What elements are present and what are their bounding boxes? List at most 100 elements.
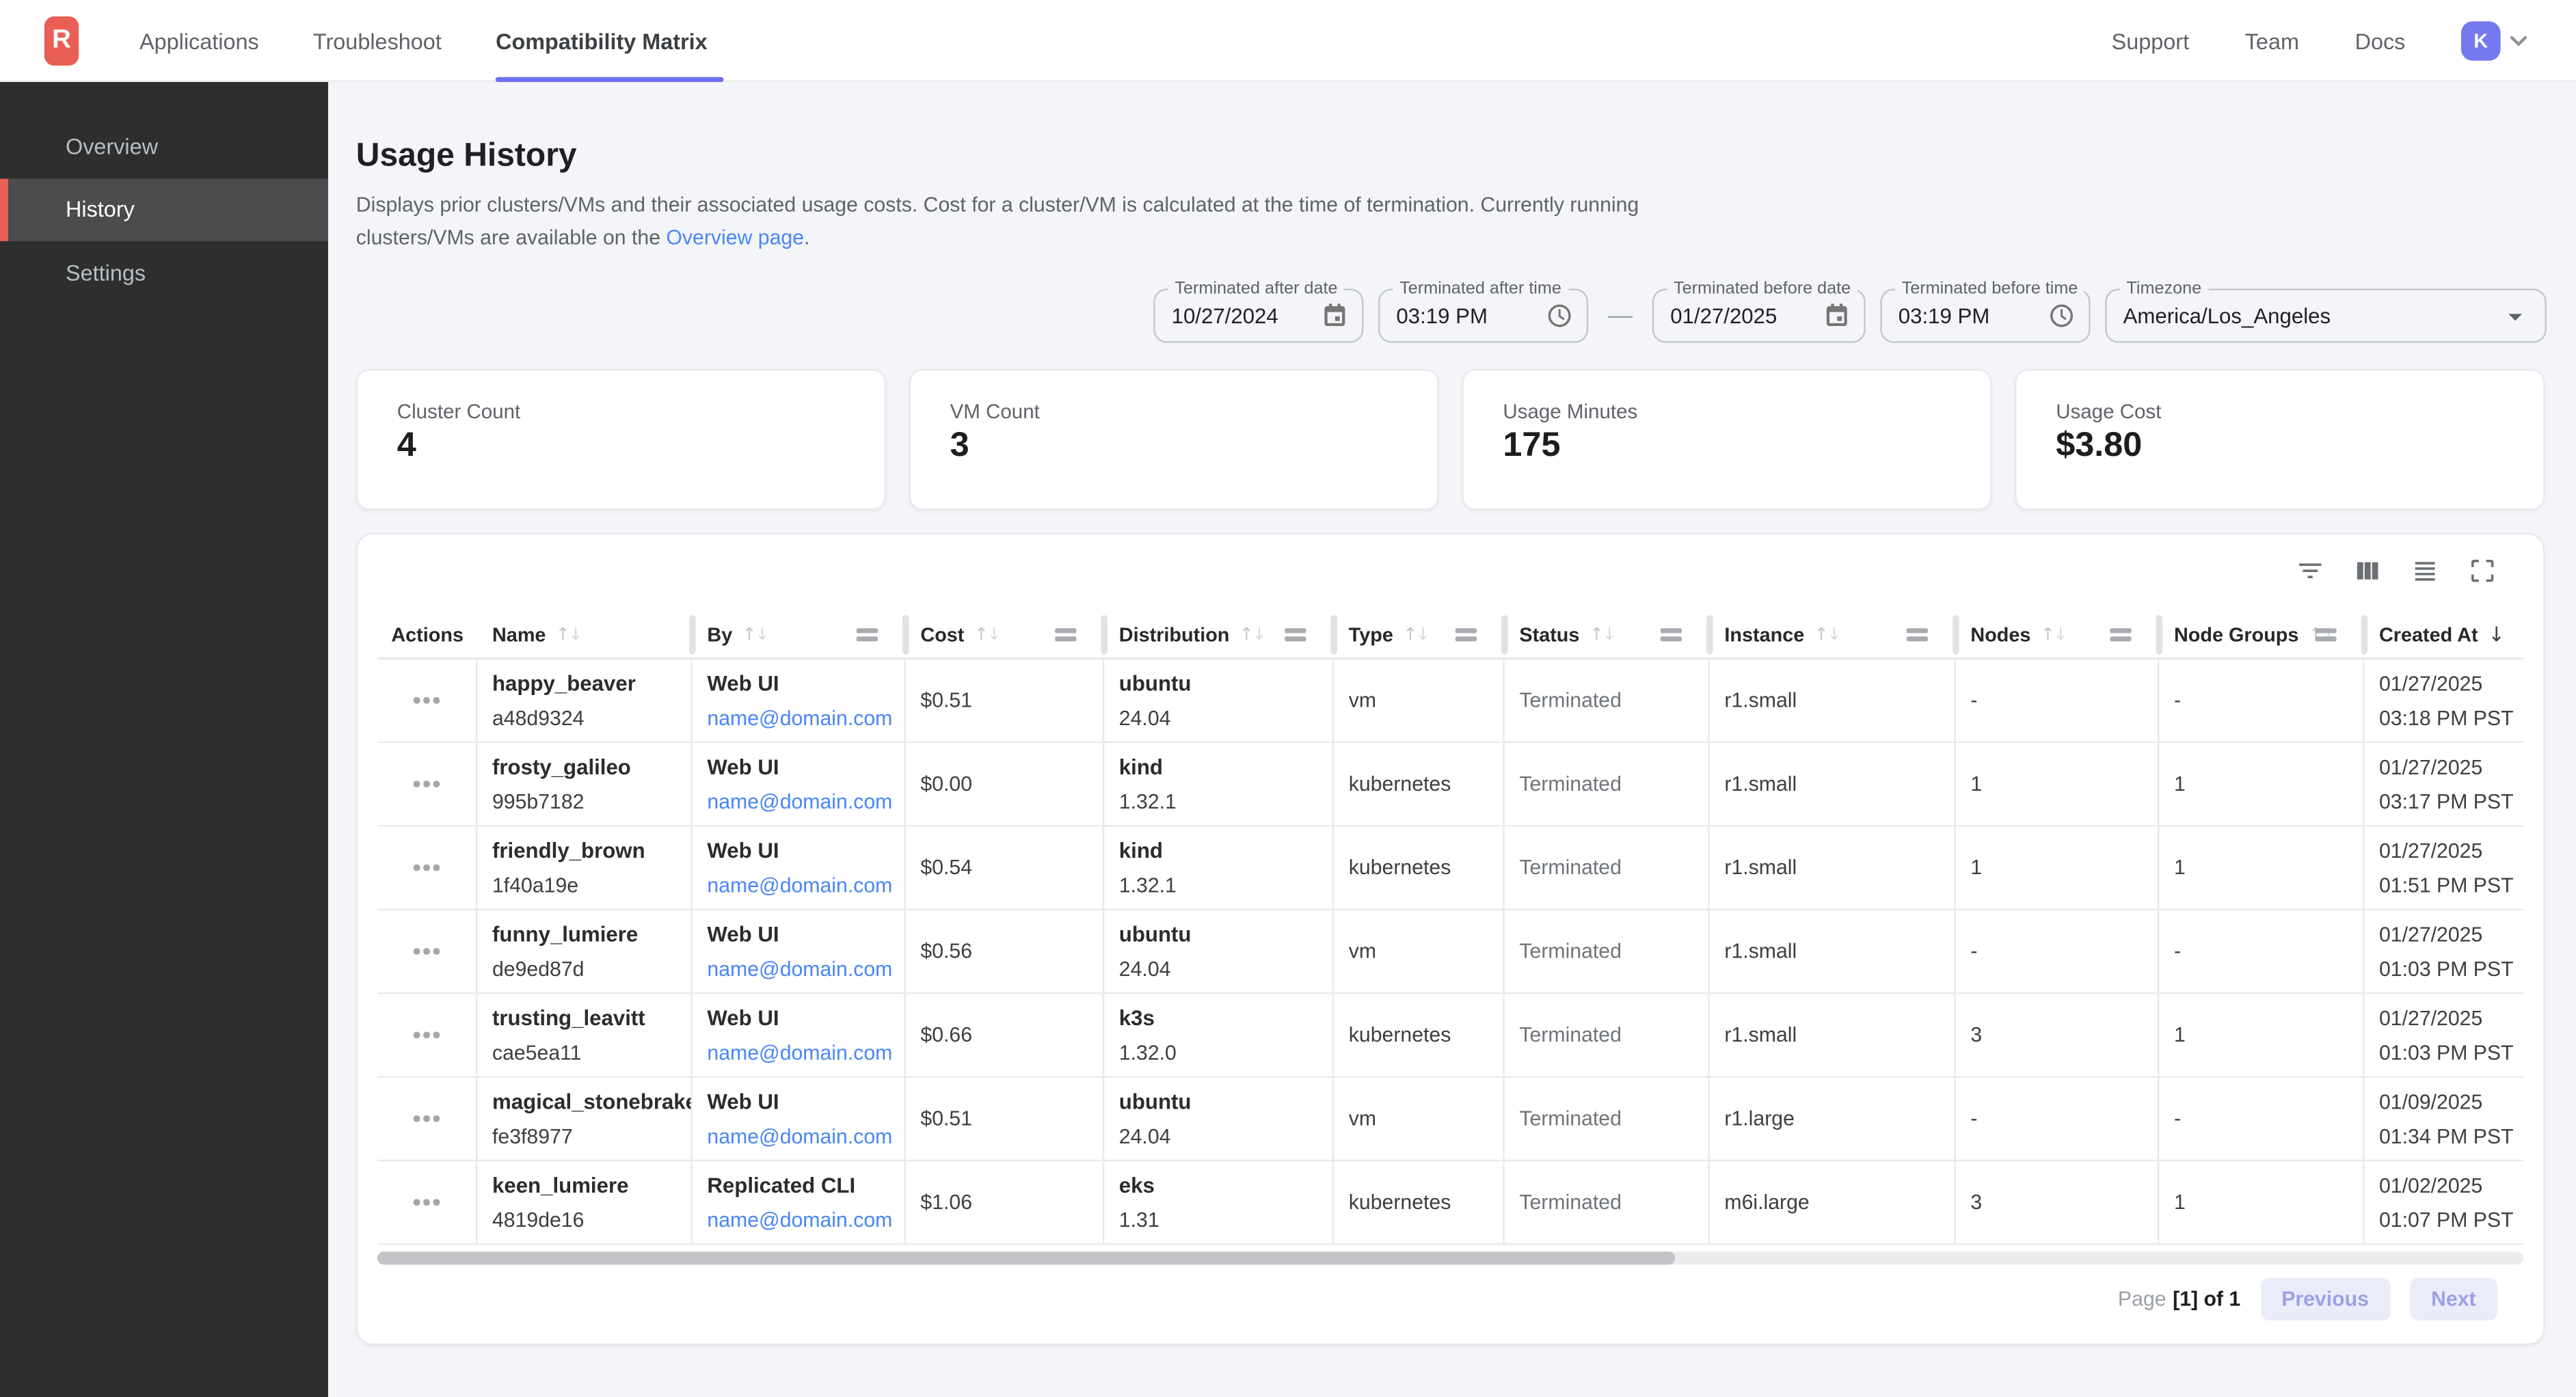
sidebar-item-overview[interactable]: Overview bbox=[0, 115, 328, 178]
clock-icon bbox=[1546, 302, 1574, 330]
fullscreen-icon bbox=[2468, 556, 2497, 586]
toolbar-filter-icon-button[interactable] bbox=[2296, 556, 2325, 586]
column-header-type[interactable]: Type↑↓ bbox=[1334, 610, 1505, 658]
filter-field-terminated-after-date[interactable]: Terminated after date10/27/2024 bbox=[1153, 288, 1363, 342]
cell-node_groups: 1 bbox=[2159, 827, 2364, 909]
creator-email-link[interactable]: name@domain.com bbox=[707, 1124, 892, 1148]
next-page-button[interactable]: Next bbox=[2410, 1278, 2497, 1320]
table-row: keen_lumiere4819de16Replicated CLIname@d… bbox=[377, 1161, 2523, 1245]
tab-compatibility-matrix[interactable]: Compatibility Matrix bbox=[496, 0, 708, 82]
filter-field-terminated-before-time[interactable]: Terminated before time03:19 PM bbox=[1880, 288, 2090, 342]
clock-icon bbox=[2048, 302, 2076, 330]
nav-link-support[interactable]: Support bbox=[2112, 29, 2190, 53]
cell-distribution: eks1.31 bbox=[1104, 1161, 1334, 1243]
cell-status: Terminated bbox=[1505, 910, 1710, 992]
sidebar-item-settings[interactable]: Settings bbox=[0, 241, 328, 304]
column-menu-icon[interactable] bbox=[2110, 628, 2131, 641]
cell-text: Terminated bbox=[1519, 688, 1708, 713]
column-label: By bbox=[707, 623, 732, 646]
cell-created_at: 01/02/202501:07 PM PST bbox=[2364, 1161, 2523, 1243]
cell-text: name@domain.com bbox=[707, 957, 904, 981]
overview-page-link[interactable]: Overview page bbox=[666, 226, 804, 249]
column-header-name[interactable]: Name↑↓ bbox=[477, 610, 692, 658]
cell-text: Web UI bbox=[707, 837, 904, 862]
toolbar-fullscreen-icon-button[interactable] bbox=[2468, 556, 2497, 586]
row-actions-button[interactable] bbox=[407, 1109, 446, 1128]
column-label: Name bbox=[492, 623, 546, 646]
tab-applications[interactable]: Applications bbox=[139, 0, 259, 82]
column-header-distribution[interactable]: Distribution↑↓ bbox=[1104, 610, 1334, 658]
creator-email-link[interactable]: name@domain.com bbox=[707, 790, 892, 813]
cell-distribution: ubuntu24.04 bbox=[1104, 910, 1334, 992]
cell-text: 01:34 PM PST bbox=[2379, 1123, 2523, 1149]
column-menu-icon[interactable] bbox=[857, 628, 878, 641]
replicated-logo-icon[interactable]: R bbox=[44, 16, 79, 66]
chevron-down-icon bbox=[2504, 26, 2533, 55]
cell-instance: r1.small bbox=[1710, 827, 1956, 909]
column-header-cost[interactable]: Cost↑↓ bbox=[906, 610, 1104, 658]
previous-page-button[interactable]: Previous bbox=[2260, 1278, 2390, 1320]
cell-cost: $1.06 bbox=[906, 1161, 1104, 1243]
toolbar-density-icon-button[interactable] bbox=[2411, 556, 2440, 586]
creator-email-link[interactable]: name@domain.com bbox=[707, 957, 892, 980]
column-header-created_at[interactable]: Created At↓ bbox=[2364, 610, 2523, 658]
column-menu-icon[interactable] bbox=[1285, 628, 1306, 641]
cell-node_groups: - bbox=[2159, 660, 2364, 742]
cell-text: Terminated bbox=[1519, 1022, 1708, 1047]
tab-troubleshoot[interactable]: Troubleshoot bbox=[313, 0, 442, 82]
cell-text: de9ed87d bbox=[492, 957, 690, 981]
creator-email-link[interactable]: name@domain.com bbox=[707, 1208, 892, 1232]
cell-node_groups: 1 bbox=[2159, 743, 2364, 825]
row-actions-button[interactable] bbox=[407, 942, 446, 961]
account-menu[interactable]: K bbox=[2461, 21, 2534, 61]
column-menu-icon[interactable] bbox=[2315, 628, 2336, 641]
column-header-node_groups[interactable]: Node Groups↑↓ bbox=[2159, 610, 2364, 658]
cell-text: Web UI bbox=[707, 754, 904, 778]
creator-email-link[interactable]: name@domain.com bbox=[707, 1041, 892, 1064]
cell-text: name@domain.com bbox=[707, 1041, 904, 1066]
cell-text: kubernetes bbox=[1349, 772, 1503, 796]
nav-link-docs[interactable]: Docs bbox=[2355, 29, 2406, 53]
column-menu-icon[interactable] bbox=[1907, 628, 1928, 641]
sidebar-item-history[interactable]: History bbox=[0, 178, 328, 241]
cell-name: frosty_galileo995b7182 bbox=[477, 743, 692, 825]
row-actions-button[interactable] bbox=[407, 691, 446, 710]
cell-text: kubernetes bbox=[1349, 1190, 1503, 1215]
filter-field-terminated-before-date[interactable]: Terminated before date01/27/2025 bbox=[1652, 288, 1866, 342]
column-menu-icon[interactable] bbox=[1661, 628, 1682, 641]
row-actions-button[interactable] bbox=[407, 1193, 446, 1212]
cell-text: - bbox=[2174, 688, 2363, 713]
sort-icon: ↑↓ bbox=[974, 624, 1000, 644]
cell-text: Web UI bbox=[707, 1088, 904, 1113]
filter-field-terminated-after-time[interactable]: Terminated after time03:19 PM bbox=[1378, 288, 1588, 342]
cell-text: 24.04 bbox=[1119, 1124, 1332, 1149]
column-header-nodes[interactable]: Nodes↑↓ bbox=[1956, 610, 2160, 658]
column-menu-icon[interactable] bbox=[1455, 628, 1477, 641]
row-actions-button[interactable] bbox=[407, 1026, 446, 1045]
horizontal-scrollbar-thumb[interactable] bbox=[377, 1251, 1676, 1264]
column-menu-icon[interactable] bbox=[1055, 628, 1076, 641]
cell-node_groups: - bbox=[2159, 1078, 2364, 1160]
creator-email-link[interactable]: name@domain.com bbox=[707, 873, 892, 897]
cell-text: 1 bbox=[2174, 1022, 2363, 1047]
cell-actions bbox=[377, 1078, 477, 1160]
column-header-by[interactable]: By↑↓ bbox=[693, 610, 906, 658]
cell-text: fe3f8977 bbox=[492, 1124, 690, 1149]
cell-text: 01/02/2025 bbox=[2379, 1172, 2523, 1198]
cell-text: 1.32.1 bbox=[1119, 873, 1332, 898]
cell-node_groups: - bbox=[2159, 910, 2364, 992]
table-header-row: ActionsName↑↓By↑↓Cost↑↓Distribution↑↓Typ… bbox=[377, 610, 2523, 660]
avatar[interactable]: K bbox=[2461, 21, 2501, 61]
row-actions-button[interactable] bbox=[407, 774, 446, 794]
filter-field-timezone[interactable]: TimezoneAmerica/Los_Angeles bbox=[2105, 288, 2547, 342]
column-header-status[interactable]: Status↑↓ bbox=[1505, 610, 1710, 658]
row-actions-button[interactable] bbox=[407, 858, 446, 878]
cell-text: 01/27/2025 bbox=[2379, 921, 2523, 947]
creator-email-link[interactable]: name@domain.com bbox=[707, 706, 892, 729]
cell-text: 1.32.1 bbox=[1119, 790, 1332, 815]
calendar-icon-wrap bbox=[1321, 302, 1349, 330]
filter-icon bbox=[2296, 556, 2325, 586]
toolbar-columns-icon-button[interactable] bbox=[2353, 556, 2383, 586]
column-header-instance[interactable]: Instance↑↓ bbox=[1710, 610, 1956, 658]
nav-link-team[interactable]: Team bbox=[2245, 29, 2299, 53]
